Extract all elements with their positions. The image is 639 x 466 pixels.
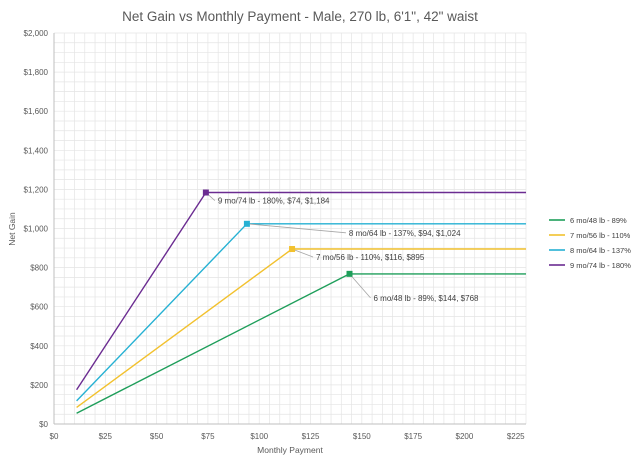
y-tick-labels: $0 $200 $400 $600 $800 $1,000 $1,200 $1,400 $1,6… (24, 29, 49, 429)
breakpoint-marker (243, 220, 250, 227)
x-tick-label: $50 (150, 432, 164, 441)
series-line (76, 248, 526, 408)
series-line (76, 191, 526, 391)
y-tick-label: $0 (39, 420, 48, 429)
annotations: 6 mo/48 lb - 89%, $144, $768 7 mo/56 lb -… (202, 189, 480, 303)
annotation-leader (246, 223, 346, 234)
y-tick-label: $1,000 (24, 225, 49, 234)
x-tick-label: $225 (507, 432, 525, 441)
x-tick-label: $75 (201, 432, 215, 441)
x-tick-label: $25 (99, 432, 113, 441)
y-tick-label: $800 (30, 264, 48, 273)
y-tick-label: $200 (30, 381, 48, 390)
annotation-label: 6 mo/48 lb - 89%, $144, $768 (374, 294, 480, 303)
grid-lines (53, 32, 527, 425)
chart-title: Net Gain vs Monthly Payment - Male, 270 … (122, 9, 478, 24)
annotation-leader (349, 273, 371, 299)
breakpoint-marker (346, 270, 353, 277)
x-tick-labels: $0 $25 $50 $75 $100 $125 $150 $175 $200 $225 (50, 432, 526, 441)
legend-label: 6 mo/48 lb - 89% (570, 216, 627, 225)
x-tick-label: $125 (302, 432, 320, 441)
x-tick-label: $100 (250, 432, 268, 441)
y-tick-label: $1,800 (24, 68, 49, 77)
annotation-label: 8 mo/64 lb - 137%, $94, $1,024 (349, 229, 461, 238)
legend-label: 9 mo/74 lb - 180% (570, 261, 631, 270)
x-tick-label: $175 (404, 432, 422, 441)
x-axis-title: Monthly Payment (257, 445, 323, 455)
y-tick-label: $400 (30, 342, 48, 351)
legend-label: 7 mo/56 lb - 110% (570, 231, 631, 240)
annotation-label: 7 mo/56 lb - 110%, $116, $895 (316, 253, 425, 262)
breakpoint-marker (202, 189, 209, 196)
y-tick-label: $2,000 (24, 29, 49, 38)
x-tick-label: $150 (353, 432, 371, 441)
y-axis-title: Net Gain (7, 212, 17, 246)
series-line (76, 223, 526, 402)
breakpoint-marker (289, 246, 296, 253)
annotation-leader (291, 248, 314, 258)
x-tick-label: $200 (456, 432, 474, 441)
x-tick-label: $0 (50, 432, 59, 441)
y-tick-label: $1,400 (24, 146, 49, 155)
y-tick-label: $1,200 (24, 185, 49, 194)
y-tick-label: $1,600 (24, 107, 49, 116)
y-tick-label: $600 (30, 303, 48, 312)
legend: 6 mo/48 lb - 89% 7 mo/56 lb - 110% 8 mo/64… (549, 216, 631, 270)
annotation-label: 9 mo/74 lb - 180%, $74, $1,184 (218, 197, 330, 206)
legend-label: 8 mo/64 lb - 137% (570, 246, 631, 255)
